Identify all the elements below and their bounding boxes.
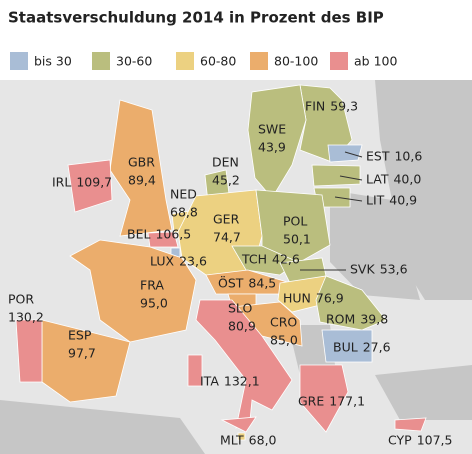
country-shape [187,354,203,387]
land-other [330,190,420,300]
country-name: SLO [228,301,252,316]
country-name: ITA [200,374,219,389]
country-name: MLT [220,433,244,448]
country-value: 84,5 [248,276,276,291]
country-name: NED [170,187,197,202]
country-shape [67,159,113,213]
country-value: 43,9 [258,140,286,155]
country-value: 40,0 [393,172,421,187]
legend-label: ab 100 [354,54,397,69]
country-shape [220,416,257,433]
legend-label: 30-60 [116,54,152,69]
country-value: 89,4 [128,173,156,188]
country-value: 39,8 [360,312,388,327]
legend-swatch [176,52,194,70]
country-name: CYP [388,433,412,448]
country-name: DEN [212,155,239,170]
leader-line [344,151,363,158]
country-name: FIN [305,99,325,114]
country-name: LUX [150,254,174,269]
country-name: TCH [241,252,267,267]
country-name: FRA [140,278,164,293]
country-value: 106,5 [155,227,191,242]
country-name: BEL [127,227,150,242]
country-shape [321,329,373,363]
country-value: 53,6 [380,262,408,277]
legend-swatch [250,52,268,70]
country-shape [147,231,179,248]
country-shape [327,144,363,163]
country-value: 10,6 [394,149,422,164]
legend-swatch [330,52,348,70]
country-name: GER [213,212,240,227]
leader-line [339,175,363,181]
country-name: ÖST [218,275,244,291]
country-name: BUL [333,340,358,355]
country-value: 59,3 [330,99,358,114]
country-value: 85,0 [270,333,298,348]
title: Staatsverschuldung 2014 in Prozent des B… [8,9,384,27]
country-name: HUN [283,291,311,306]
country-value: 50,1 [283,232,311,247]
country-name: ESP [68,328,92,343]
country-name: POL [283,214,307,229]
country-shape [299,364,349,433]
country-value: 40,9 [389,193,417,208]
country-name: GBR [128,155,155,170]
leader-lines [300,151,363,271]
legend-label: 80-100 [274,54,318,69]
country-name: POR [8,292,34,307]
legend-swatch [92,52,110,70]
country-name: LAT [366,172,389,187]
country-value: 74,7 [213,230,241,245]
country-value: 130,2 [8,310,44,325]
legend-label: bis 30 [34,54,72,69]
legend-label: 60-80 [200,54,236,69]
labels: FIN 59,3 SWE 43,9 EST 10,6 LAT 40,0 LIT 40,9 DEN 45… [8,99,452,448]
country-shape [394,417,427,432]
country-shape [247,84,307,199]
country-shape [237,432,246,441]
country-shape [15,319,43,383]
country-value: 45,2 [212,173,240,188]
country-shape [195,299,293,429]
country-value: 95,0 [140,296,168,311]
country-value: 97,7 [68,346,96,361]
country-name: GRE [298,394,324,409]
country-shape [311,164,361,187]
country-value: 132,1 [224,374,260,389]
country-name: ROM [326,312,355,327]
country-value: 109,7 [76,175,112,190]
leader-line [334,196,363,202]
country-name: LIT [366,193,385,208]
country-name: SWE [258,122,286,137]
country-value: 42,6 [272,252,300,267]
legend-swatch [10,52,28,70]
country-value: 177,1 [329,394,365,409]
countries [15,84,427,441]
land-other [375,365,472,420]
country-name: SVK [350,262,375,277]
country-name: CRO [270,315,297,330]
country-shape [69,239,197,343]
country-value: 23,6 [179,254,207,269]
legend: bis 30 30-60 60-80 80-100 ab 100 [10,52,397,70]
country-value: 27,6 [363,340,391,355]
land-other [0,400,205,454]
country-name: IRL [52,175,71,190]
country-value: 68,8 [170,205,198,220]
country-value: 107,5 [417,433,453,448]
country-value: 76,9 [316,291,344,306]
country-name: EST [366,149,390,164]
country-value: 80,9 [228,319,256,334]
country-shape [109,99,173,237]
country-value: 68,0 [249,433,277,448]
